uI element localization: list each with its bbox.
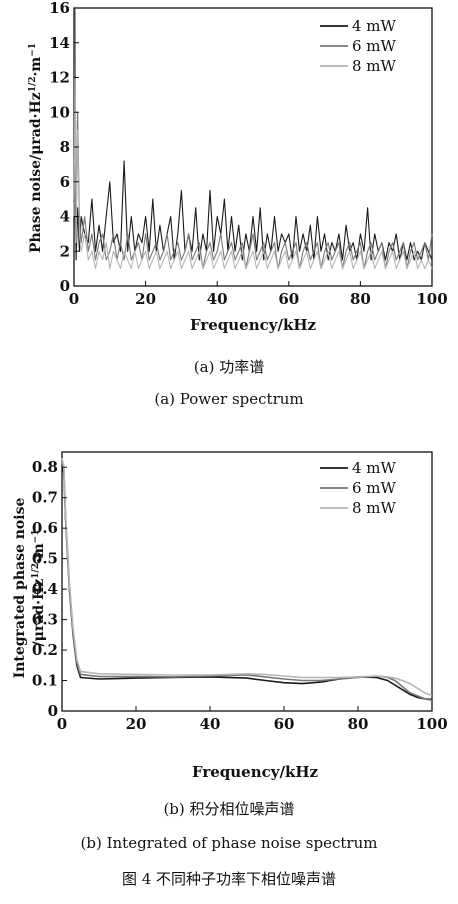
chart-b-x-ticks: 0 20 40 60 80 100: [57, 706, 448, 733]
chart-a-series-6mw: [73, 7, 433, 270]
chart-a-y-tick-label: 14: [49, 34, 70, 52]
chart-a-x-ticks: 0 20 40 60 80 100: [69, 281, 448, 308]
chart-a-legend-label: 6 mW: [352, 37, 397, 55]
chart-a-x-tick-label: 100: [416, 290, 447, 308]
chart-a-y-tick-label: 8: [60, 138, 70, 156]
chart-b-legend-label: 4 mW: [352, 459, 397, 477]
chart-a-y-tick-label: 2: [60, 242, 70, 260]
chart-a-legend: 4 mW 6 mW 8 mW: [320, 17, 397, 75]
chart-a-y-tick-label: 0: [60, 277, 70, 295]
chart-b-y-tick-label: 0.4: [32, 580, 58, 598]
chart-b-legend: 4 mW 6 mW 8 mW: [320, 459, 397, 517]
chart-b-y-tick-label: 0.7: [32, 489, 58, 507]
chart-a-x-tick-label: 0: [69, 290, 79, 308]
chart-a-x-tick-label: 40: [207, 290, 228, 308]
chart-b-legend-label: 8 mW: [352, 499, 397, 517]
chart-b-series-8mw: [61, 457, 433, 697]
chart-b-x-tick-label: 20: [126, 715, 147, 733]
chart-a-plot: [73, 7, 433, 287]
chart-a-x-tick-label: 80: [350, 290, 371, 308]
chart-a-y-tick-label: 6: [60, 173, 70, 191]
caption-a-english: (a) Power spectrum: [154, 390, 304, 408]
chart-a-y-tick-label: 12: [49, 69, 70, 87]
chart-b-x-tick-label: 60: [274, 715, 295, 733]
integrated-phase-noise-chart: 0 20 40 60 80 100 0 0.1 0.2 0.3 0.4 0.5 0.6 0.7 0.8 4…: [12, 451, 448, 780]
chart-a-series-4mw: [73, 160, 433, 261]
chart-b-x-tick-label: 100: [416, 715, 447, 733]
chart-b-y-tick-label: 0.1: [32, 672, 58, 690]
chart-a-y-axis-label: Phase noise/μrad·Hz1/2·m−1: [28, 43, 44, 253]
chart-a-x-tick-label: 20: [135, 290, 156, 308]
chart-b-y-axis-label-line1: Integrated phase noise: [12, 498, 28, 679]
chart-b-y-ticks: 0 0.1 0.2 0.3 0.4 0.5 0.6 0.7 0.8: [32, 458, 67, 720]
chart-b-y-tick-label: 0.2: [32, 641, 58, 659]
chart-a-y-ticks: 0 2 4 6 8 10 12 14 16: [49, 0, 79, 295]
chart-b-y-tick-label: 0: [48, 702, 58, 720]
chart-b-x-tick-label: 0: [57, 715, 67, 733]
chart-a-y-tick-label: 10: [49, 103, 70, 121]
chart-a-y-tick-label: 4: [60, 208, 70, 226]
chart-b-y-tick-label: 0.3: [32, 611, 58, 629]
chart-b-y-tick-label: 0.5: [32, 550, 58, 568]
chart-b-y-tick-label: 0.6: [32, 519, 58, 537]
chart-b-y-axis-label-line2: /μrad·Hz1/2·m−1: [31, 530, 47, 647]
chart-b-plot: [61, 451, 433, 712]
caption-b-english: (b) Integrated of phase noise spectrum: [80, 834, 378, 852]
chart-b-legend-label: 6 mW: [352, 479, 397, 497]
chart-b-y-tick-label: 0.8: [32, 458, 58, 476]
chart-b-x-tick-label: 80: [348, 715, 369, 733]
figure-title: 图 4 不同种子功率下相位噪声谱: [121, 870, 337, 888]
chart-a-legend-label: 4 mW: [352, 17, 397, 35]
caption-a-chinese: (a) 功率谱: [193, 358, 265, 376]
chart-b-x-axis-label: Frequency/kHz: [192, 763, 319, 780]
chart-b-x-tick-label: 40: [200, 715, 221, 733]
chart-a-x-tick-label: 60: [278, 290, 299, 308]
chart-a-x-axis-label: Frequency/kHz: [190, 316, 317, 334]
chart-b-frame: [61, 451, 433, 712]
caption-b-chinese: (b) 积分相位噪声谱: [163, 800, 295, 818]
chart-a-series-8mw: [73, 76, 433, 270]
chart-a-legend-label: 8 mW: [352, 57, 397, 75]
chart-a-y-tick-label: 16: [49, 0, 70, 17]
